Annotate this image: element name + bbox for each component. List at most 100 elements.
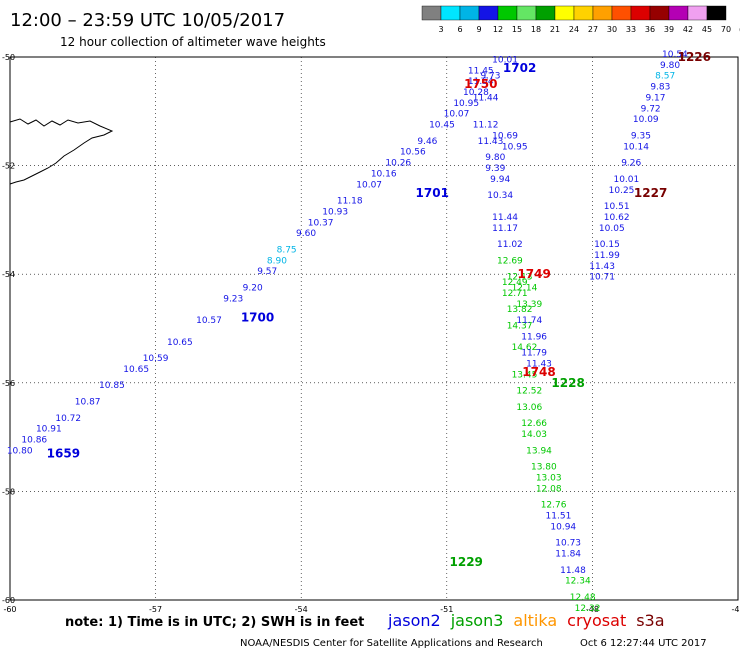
wave-height-point: 9.60 xyxy=(296,229,316,239)
scale-label: (ft) xyxy=(739,25,740,34)
wave-height-point: 9.83 xyxy=(650,83,670,93)
wave-height-point: 11.43 xyxy=(589,262,615,272)
wave-height-point: 10.86 xyxy=(21,436,47,446)
x-tick-label: -48 xyxy=(586,605,599,614)
wave-height-point: 11.48 xyxy=(560,566,586,576)
scale-swatch xyxy=(630,5,651,21)
wave-height-point: 12.32 xyxy=(575,604,601,614)
scale-swatch xyxy=(440,5,461,21)
satellite-legend: jason2 jason3 altika cryosat s3a xyxy=(387,611,665,630)
wave-height-point: 10.91 xyxy=(36,425,62,435)
wave-height-point: 10.01 xyxy=(492,55,518,65)
y-tick-label: -60 xyxy=(2,596,15,605)
wave-height-point: 12.34 xyxy=(565,577,591,587)
pass-time-label: 1227 xyxy=(634,186,667,200)
scale-label: 9 xyxy=(476,25,481,34)
wave-height-point: 11.44 xyxy=(473,93,499,103)
wave-height-point: 9.80 xyxy=(485,153,505,163)
wave-height-point: 14.62 xyxy=(512,343,538,353)
scale-label: 45 xyxy=(702,25,712,34)
wave-height-point: 10.95 xyxy=(502,142,528,152)
wave-height-point: 9.35 xyxy=(631,131,651,141)
scale-swatch xyxy=(497,5,518,21)
scale-swatch xyxy=(687,5,708,21)
wave-height-point: 9.20 xyxy=(243,283,263,293)
chart-subtitle: 12 hour collection of altimeter wave hei… xyxy=(60,35,326,49)
y-tick-label: -50 xyxy=(2,53,15,62)
wave-height-point: 11.44 xyxy=(492,213,518,223)
wave-height-point: 12.52 xyxy=(516,387,542,397)
wave-height-point: 10.59 xyxy=(143,354,169,364)
wave-height-point: 11.74 xyxy=(516,316,542,326)
wave-height-point: 9.73 xyxy=(480,72,500,82)
pass-time-label: 1228 xyxy=(551,376,584,390)
wave-height-point: 13.94 xyxy=(526,446,552,456)
wave-height-point: 10.16 xyxy=(371,169,397,179)
wave-height-point: 11.45 xyxy=(468,66,494,76)
x-tick-label: -51 xyxy=(440,605,453,614)
wave-height-point: 10.56 xyxy=(400,148,426,158)
wave-height-point: 12.69 xyxy=(497,256,523,266)
x-tick-label: -45 xyxy=(731,605,740,614)
wave-height-point: 8.57 xyxy=(655,72,675,82)
wave-height-point: 10.45 xyxy=(429,121,455,131)
wave-height-point: 11.43 xyxy=(526,360,552,370)
wave-height-point: 12.48 xyxy=(570,593,596,603)
wave-height-point: 13.06 xyxy=(516,403,542,413)
wave-height-point: 9.57 xyxy=(257,267,277,277)
pass-time-label: 1659 xyxy=(47,446,80,460)
falkland-islands-coastline xyxy=(9,118,114,185)
wave-height-point: 9.94 xyxy=(490,175,510,185)
wave-height-point: 10.95 xyxy=(453,99,479,109)
legend-entry-jason2: jason2 xyxy=(387,611,441,630)
wave-height-point: 10.07 xyxy=(444,110,470,120)
legend-entry-jason3: jason3 xyxy=(450,611,504,630)
wave-height-point: 9.72 xyxy=(641,104,661,114)
scale-label: 18 xyxy=(531,25,541,34)
wave-height-point: 10.28 xyxy=(463,88,489,98)
wave-height-point: 8.90 xyxy=(267,256,287,266)
scale-swatch xyxy=(668,5,689,21)
scale-label: 27 xyxy=(588,25,598,34)
wave-height-point: 10.69 xyxy=(492,131,518,141)
wave-height-point: 10.09 xyxy=(633,115,659,125)
pass-time-label: 1750 xyxy=(464,77,497,91)
wave-height-point: 10.94 xyxy=(550,522,576,532)
wave-height-point: 10.51 xyxy=(604,202,630,212)
wave-height-point: 10.62 xyxy=(604,213,630,223)
plot-area: -60 -57 -54 -51 -48 -45 -50 -52 -54 -56 -58 -60 10.8… xyxy=(2,50,740,614)
x-tick-label: -57 xyxy=(149,605,162,614)
chart-title: 12:00 – 23:59 UTC 10/05/2017 xyxy=(10,10,285,31)
wave-height-point: 11.84 xyxy=(555,550,581,560)
wave-height-point: 10.85 xyxy=(99,381,125,391)
scale-label: 30 xyxy=(607,25,617,34)
wave-height-point: 9.23 xyxy=(223,294,243,304)
wave-height-point: 12.49 xyxy=(502,278,528,288)
wave-height-point: 11.96 xyxy=(521,332,547,342)
pass-time-label: 1700 xyxy=(241,311,274,325)
wave-height-point: 12.66 xyxy=(521,419,547,429)
scale-label: 42 xyxy=(683,25,693,34)
pass-time-label: 1748 xyxy=(522,365,555,379)
y-tick-label: -58 xyxy=(2,487,15,496)
wave-height-point: 11.54 xyxy=(468,77,494,87)
pass-time-label: 1749 xyxy=(517,267,550,281)
scale-label: 21 xyxy=(550,25,560,34)
wave-height-point: 14.37 xyxy=(507,322,533,332)
wave-height-point: 10.57 xyxy=(196,316,222,326)
scale-label: 39 xyxy=(664,25,674,34)
wave-height-point: 11.18 xyxy=(337,197,363,207)
wave-height-point: 9.39 xyxy=(485,164,505,174)
scale-swatch xyxy=(535,5,556,21)
scale-swatch xyxy=(649,5,670,21)
wave-height-point: 12.08 xyxy=(536,484,562,494)
wave-height-point: 9.26 xyxy=(621,159,641,169)
wave-height-point: 12.71 xyxy=(502,289,528,299)
wave-height-point: 10.73 xyxy=(555,539,581,549)
wave-height-point: 10.26 xyxy=(385,159,411,169)
wave-height-point: 13.80 xyxy=(531,463,557,473)
legend-entry-altika: altika xyxy=(513,611,557,630)
pass-time-label: 1701 xyxy=(416,186,449,200)
pass-time-label: 1226 xyxy=(678,50,711,64)
